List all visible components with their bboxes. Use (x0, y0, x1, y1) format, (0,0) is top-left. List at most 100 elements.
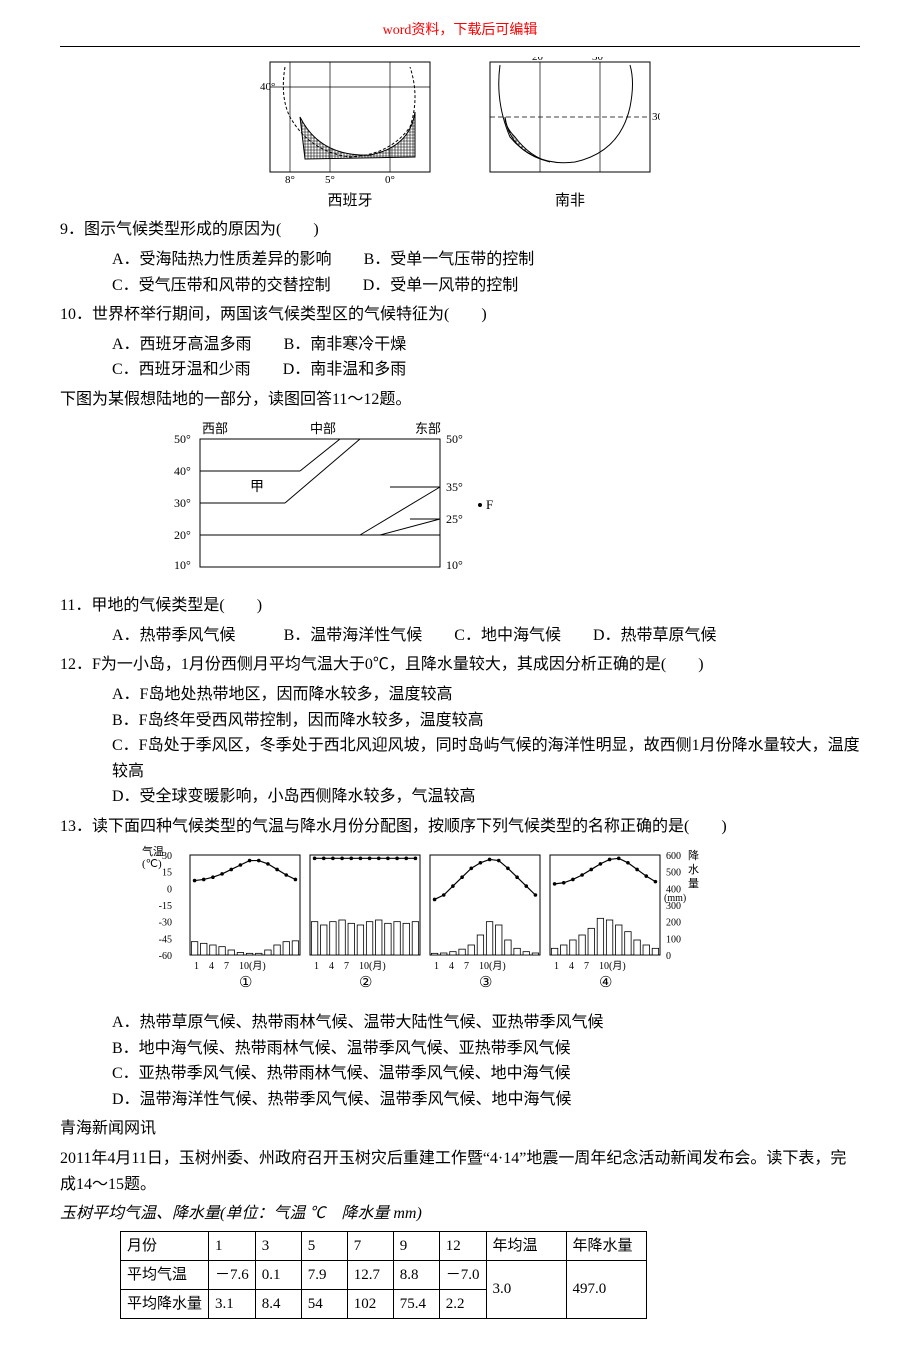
svg-text:500: 500 (666, 868, 681, 879)
rT-label: 平均气温 (121, 1260, 209, 1289)
rP-label: 平均降水量 (121, 1289, 209, 1318)
ld-west: 西部 (202, 421, 228, 436)
q9-A: A．受海陆热力性质差异的影响 (112, 251, 332, 268)
q11-stem: 11．甲地的气候类型是( ) (60, 593, 860, 619)
th-3: 3 (255, 1231, 301, 1260)
ld-jia: 甲 (250, 480, 264, 495)
annT: 3.0 (486, 1260, 566, 1318)
lon-0: 0° (385, 174, 395, 186)
svg-text:50°: 50° (446, 432, 463, 446)
q10-row1: A．西班牙高温多雨 B．南非寒冷干燥 (60, 332, 860, 358)
svg-text:1 4 7 10(月): 1 4 7 10(月) (194, 960, 266, 972)
q13-B: B．地中海气候、热带雨林气候、温带季风气候、亚热带季风气候 (60, 1036, 860, 1062)
q12-D: D．受全球变暖影响，小岛西侧降水较多，气温较高 (60, 784, 860, 810)
svg-text:-45: -45 (159, 935, 172, 946)
q12-C: C．F岛处于季风区，冬季处于西北风迎风坡，同时岛屿气候的海洋性明显，故西侧1月份… (60, 733, 860, 784)
lat-30s: 30° (652, 111, 660, 123)
news-body: 2011年4月11日，玉树州委、州政府召开玉树灾后重建工作暨“4·14”地震一周… (60, 1146, 860, 1197)
th-1: 1 (209, 1231, 256, 1260)
rP-9: 75.4 (393, 1289, 439, 1318)
map-row: 40° 8° 5° 0° 西班牙 30° 20° 30° (60, 57, 860, 213)
rT-7: 12.7 (347, 1260, 393, 1289)
lon-8: 8° (285, 174, 295, 186)
rT-12: －7.0 (439, 1260, 486, 1289)
svg-text:-15: -15 (159, 901, 172, 912)
q12-stem: 12．F为一小岛，1月份西侧月平均气温大于0℃，且降水量较大，其成因分析正确的是… (60, 652, 860, 678)
map-southafrica: 30° 20° 30° (480, 57, 660, 187)
q13-D: D．温带海洋性气候、热带季风气候、温带季风气候、地中海气候 (60, 1087, 860, 1113)
svg-text:50°: 50° (174, 432, 191, 446)
svg-text:③: ③ (479, 975, 492, 991)
q11-A: A．热带季风气候 (112, 627, 236, 644)
svg-text:降: 降 (688, 848, 699, 862)
map-spain-label: 西班牙 (260, 189, 440, 213)
lat-40: 40° (260, 81, 275, 93)
q13-A: A．热带草原气候、热带雨林气候、温带大陆性气候、亚热带季风气候 (60, 1010, 860, 1036)
rP-3: 8.4 (255, 1289, 301, 1318)
header-notice: word资料，下载后可编辑 (60, 20, 860, 42)
land-diagram: 西部 中部 东部 50° 40° 30° 20° 10° 50° 35° 25°… (160, 419, 860, 588)
svg-text:10°: 10° (174, 558, 191, 572)
svg-text:1 4 7 10(月): 1 4 7 10(月) (554, 960, 626, 972)
th-12: 12 (439, 1231, 486, 1260)
q9-B: B．受单一气压带的控制 (364, 251, 535, 268)
svg-text:水: 水 (688, 863, 699, 876)
ld-east: 东部 (415, 421, 441, 436)
lon-30: 30° (592, 57, 607, 63)
q9-C: C．受气压带和风带的交替控制 (112, 277, 331, 294)
svg-text:100: 100 (666, 935, 681, 946)
news-line: 青海新闻网讯 (60, 1116, 860, 1142)
q9-stem: 9．图示气候类型形成的原因为( ) (60, 217, 860, 243)
q10-row2: C．西班牙温和少雨 D．南非温和多雨 (60, 357, 860, 383)
q9-row2: C．受气压带和风带的交替控制 D．受单一风带的控制 (60, 273, 860, 299)
q11-C: C．地中海气候 (454, 627, 561, 644)
lon-20: 20° (532, 57, 547, 63)
q10-B: B．南非寒冷干燥 (284, 336, 407, 353)
rP-1: 3.1 (209, 1289, 256, 1318)
intro-11-12: 下图为某假想陆地的一部分，读图回答11～12题。 (60, 387, 860, 413)
q13-C: C．亚热带季风气候、热带雨林气候、温带季风气候、地中海气候 (60, 1061, 860, 1087)
q11-opts: A．热带季风气候 B．温带海洋性气候 C．地中海气候 D．热带草原气候 (60, 623, 860, 649)
q9-row1: A．受海陆热力性质差异的影响 B．受单一气压带的控制 (60, 247, 860, 273)
map-spain: 40° 8° 5° 0° (260, 57, 440, 187)
rT-1: －7.6 (209, 1260, 256, 1289)
svg-text:(℃): (℃) (142, 858, 162, 870)
table-title: 玉树平均气温、降水量(单位：气温 ℃ 降水量 mm) (60, 1201, 860, 1227)
svg-text:-30: -30 (159, 918, 172, 929)
svg-text:(mm): (mm) (664, 893, 686, 904)
table-row-header: 月份 1 3 5 7 9 12 年均温 年降水量 (121, 1231, 647, 1260)
svg-text:②: ② (359, 975, 372, 991)
q12-B: B．F岛终年受西风带控制，因而降水较多，温度较高 (60, 708, 860, 734)
rP-5: 54 (301, 1289, 347, 1318)
map-spain-box: 40° 8° 5° 0° 西班牙 (260, 57, 440, 213)
q13-stem: 13．读下面四种气候类型的气温与降水月份分配图，按顺序下列气候类型的名称正确的是… (60, 814, 860, 840)
th-7: 7 (347, 1231, 393, 1260)
annP: 497.0 (566, 1260, 646, 1318)
svg-text:气温: 气温 (142, 845, 164, 858)
rT-5: 7.9 (301, 1260, 347, 1289)
svg-text:量: 量 (688, 877, 699, 890)
q10-C: C．西班牙温和少雨 (112, 361, 251, 378)
svg-text:10°: 10° (446, 558, 463, 572)
ld-F: F (486, 497, 493, 512)
table-row-temp: 平均气温 －7.6 0.1 7.9 12.7 8.8 －7.0 3.0 497.… (121, 1260, 647, 1289)
svg-text:-60: -60 (159, 951, 172, 962)
q10-A: A．西班牙高温多雨 (112, 336, 252, 353)
rP-12: 2.2 (439, 1289, 486, 1318)
svg-text:25°: 25° (446, 512, 463, 526)
lon-5: 5° (325, 174, 335, 186)
yushu-table: 月份 1 3 5 7 9 12 年均温 年降水量 平均气温 －7.6 0.1 7… (120, 1231, 647, 1319)
climate-charts: 30150-15-30-45-60气温(℃)1 4 7 10(月)①1 4 7 … (140, 845, 860, 1004)
map-sa-box: 30° 20° 30° 南非 (480, 57, 660, 213)
svg-text:0: 0 (666, 951, 671, 962)
q10-D: D．南非温和多雨 (283, 361, 407, 378)
svg-text:④: ④ (599, 975, 612, 991)
header-divider (60, 46, 860, 47)
svg-text:1 4 7 10(月): 1 4 7 10(月) (314, 960, 386, 972)
th-annP: 年降水量 (566, 1231, 646, 1260)
svg-text:600: 600 (666, 851, 681, 862)
q12-A: A．F岛地处热带地区，因而降水较多，温度较高 (60, 682, 860, 708)
rT-3: 0.1 (255, 1260, 301, 1289)
q9-D: D．受单一风带的控制 (363, 277, 519, 294)
svg-text:200: 200 (666, 918, 681, 929)
